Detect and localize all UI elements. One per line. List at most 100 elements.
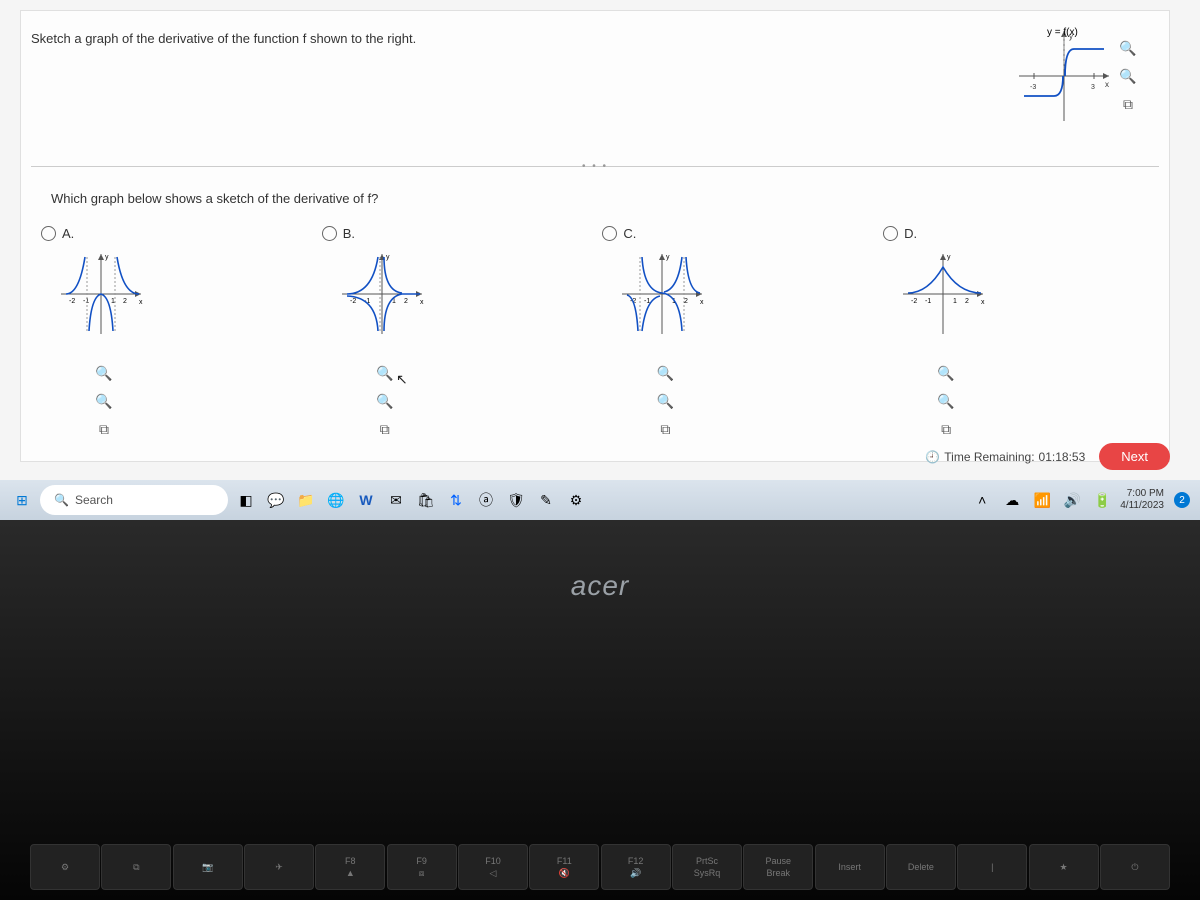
zoom-out-icon[interactable]: 🔍 (95, 392, 113, 410)
search-icon: 🔍 (54, 493, 69, 507)
chat-icon[interactable]: 💬 (264, 488, 288, 512)
svg-text:1: 1 (953, 298, 957, 305)
new-window-icon[interactable]: ⧉ (937, 420, 955, 438)
exercise-panel: Sketch a graph of the derivative of the … (20, 10, 1170, 462)
option-d-tools: 🔍 🔍 ⧉ (937, 364, 961, 438)
zoom-in-icon[interactable]: 🔍 (937, 364, 955, 382)
sound-icon[interactable]: 🔊 (1060, 488, 1084, 512)
clock-icon: 🕘 (925, 450, 940, 464)
key-prtsc: PrtScSysRq (672, 844, 742, 890)
exercise-footer: 🕘 Time Remaining: 01:18:53 Next (925, 443, 1170, 470)
time-remaining-label: Time Remaining: (944, 450, 1034, 464)
svg-text:1: 1 (111, 298, 115, 305)
zoom-out-icon[interactable]: 🔍 (937, 392, 955, 410)
taskbar-date: 4/11/2023 (1120, 500, 1164, 512)
svg-text:x: x (700, 299, 704, 306)
notification-badge[interactable]: 2 (1174, 492, 1190, 508)
key-pause: PauseBreak (743, 844, 813, 890)
new-window-icon[interactable]: ⧉ (656, 420, 674, 438)
keyboard-function-row: ⚙ ⧉ 📷 ✈ F8▲ F9⧈ F10◁ F11🔇 F12🔊 PrtScSysR… (30, 844, 1170, 890)
start-icon[interactable]: ⊞ (10, 488, 34, 512)
zoom-out-icon[interactable]: 🔍 (656, 392, 674, 410)
svg-text:y: y (666, 254, 670, 261)
explorer-icon[interactable]: 📁 (294, 488, 318, 512)
zoom-in-icon[interactable]: 🔍 (376, 364, 394, 382)
time-remaining-value: 01:18:53 (1039, 450, 1086, 464)
laptop-chassis: acer ⚙ ⧉ 📷 ✈ F8▲ F9⧈ F10◁ F11🔇 F12🔊 PrtS… (0, 520, 1200, 900)
new-window-icon[interactable]: ⧉ (1119, 95, 1137, 113)
pen-icon[interactable]: ✎ (534, 488, 558, 512)
svg-text:x: x (420, 299, 424, 306)
reference-graph-svg: x y -3 3 (1019, 31, 1109, 121)
zoom-in-icon[interactable]: 🔍 (656, 364, 674, 382)
windows-taskbar: ⊞ 🔍 Search ◧ 💬 📁 🌐 W ✉ 🛍 ⇅ ⓐ 🛡 ✎ ⚙ ˄ ☁ 📶… (0, 480, 1200, 520)
key-f10: F10◁ (458, 844, 528, 890)
svg-text:x: x (1105, 80, 1109, 89)
laptop-brand: acer (571, 570, 629, 602)
word-icon[interactable]: W (354, 488, 378, 512)
taskbar-search[interactable]: 🔍 Search (40, 485, 228, 515)
key-f9: F9⧈ (387, 844, 457, 890)
zoom-out-icon[interactable]: 🔍 (376, 392, 394, 410)
search-placeholder: Search (75, 493, 113, 507)
svg-text:-3: -3 (1030, 84, 1036, 91)
svg-text:3: 3 (1091, 84, 1095, 91)
radio-c[interactable] (602, 226, 617, 241)
option-a-tools: 🔍 🔍 ⧉ (95, 364, 119, 438)
key-fn3: 📷 (173, 844, 243, 890)
next-button[interactable]: Next (1099, 443, 1170, 470)
taskbar-clock[interactable]: 7:00 PM 4/11/2023 (1120, 488, 1164, 512)
key-fn2: ⧉ (101, 844, 171, 890)
zoom-out-icon[interactable]: 🔍 (1119, 67, 1137, 85)
new-window-icon[interactable]: ⧉ (95, 420, 113, 438)
mouse-cursor-icon: ↖ (396, 371, 408, 388)
chevron-up-icon[interactable]: ˄ (970, 488, 994, 512)
settings-icon[interactable]: ⚙ (564, 488, 588, 512)
svg-text:x: x (981, 299, 985, 306)
new-window-icon[interactable]: ⧉ (376, 420, 394, 438)
key-f11: F11🔇 (529, 844, 599, 890)
taskbar-time: 7:00 PM (1120, 488, 1164, 500)
security-icon[interactable]: 🛡 (504, 488, 528, 512)
radio-b[interactable] (322, 226, 337, 241)
svg-text:-1: -1 (925, 298, 931, 305)
divider-dots: • • • (21, 161, 1169, 172)
option-d-label: D. (904, 226, 917, 241)
option-c-graph: x y -2-1 12 🔍 🔍 ⧉ (622, 249, 722, 339)
key-fn1: ⚙ (30, 844, 100, 890)
svg-text:y: y (386, 254, 390, 261)
zoom-in-icon[interactable]: 🔍 (95, 364, 113, 382)
amazon-icon[interactable]: ⓐ (474, 488, 498, 512)
mail-icon[interactable]: ✉ (384, 488, 408, 512)
dropbox-icon[interactable]: ⇅ (444, 488, 468, 512)
radio-d[interactable] (883, 226, 898, 241)
key-pipe: | (957, 844, 1027, 890)
option-c-tools: 🔍 🔍 ⧉ (656, 364, 680, 438)
key-fn4: ✈ (244, 844, 314, 890)
svg-text:2: 2 (404, 298, 408, 305)
svg-text:-2: -2 (350, 298, 356, 305)
store-icon[interactable]: 🛍 (414, 488, 438, 512)
key-delete: Delete (886, 844, 956, 890)
reference-graph: y = f(x) x y -3 3 🔍 🔍 ⧉ (1019, 31, 1109, 121)
instruction-text: Sketch a graph of the derivative of the … (31, 31, 416, 46)
reference-tool-icons: 🔍 🔍 ⧉ (1119, 39, 1137, 113)
option-d-graph: x y -2-1 12 🔍 🔍 ⧉ (903, 249, 1003, 339)
battery-icon[interactable]: 🔋 (1090, 488, 1114, 512)
option-a: A. x y -2-1 12 (41, 226, 307, 339)
task-view-icon[interactable]: ◧ (234, 488, 258, 512)
zoom-in-icon[interactable]: 🔍 (1119, 39, 1137, 57)
radio-a[interactable] (41, 226, 56, 241)
reference-graph-label: y = f(x) (1047, 27, 1078, 38)
edge-icon[interactable]: 🌐 (324, 488, 348, 512)
option-a-graph: x y -2-1 12 🔍 🔍 ⧉ (61, 249, 161, 339)
option-b-graph: x y -2-1 12 🔍 🔍 ⧉ (342, 249, 442, 339)
wifi-icon[interactable]: 📶 (1030, 488, 1054, 512)
svg-text:y: y (105, 254, 109, 261)
option-d: D. x y -2-1 12 🔍 (883, 226, 1149, 339)
option-a-label: A. (62, 226, 74, 241)
cloud-icon[interactable]: ☁ (1000, 488, 1024, 512)
svg-text:-2: -2 (911, 298, 917, 305)
key-f12: F12🔊 (601, 844, 671, 890)
option-c-label: C. (623, 226, 636, 241)
